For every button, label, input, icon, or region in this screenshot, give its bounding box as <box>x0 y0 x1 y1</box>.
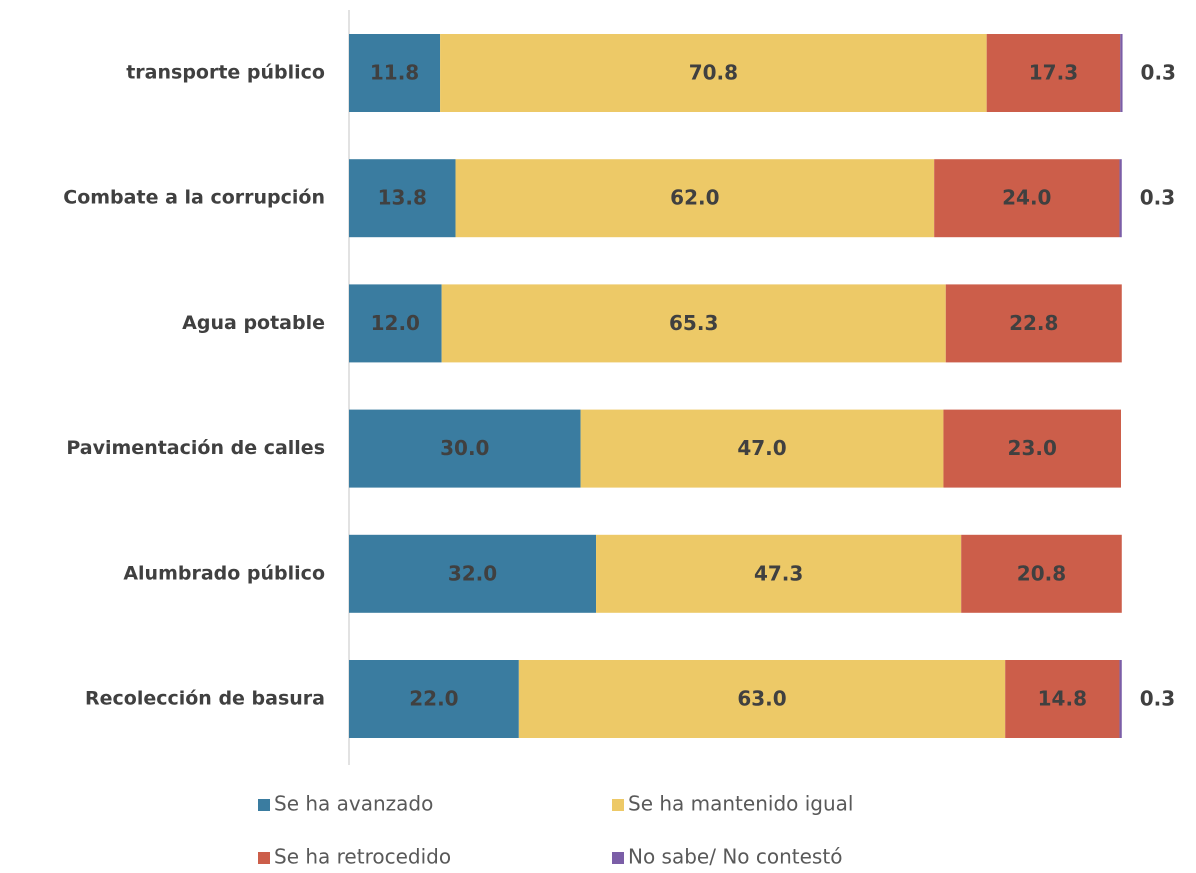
legend-swatch <box>258 852 270 864</box>
category-label: Combate a la corrupción <box>63 187 325 209</box>
legend-label: No sabe/ No contestó <box>628 845 842 869</box>
legend-swatch <box>612 799 624 811</box>
bar-segment <box>349 34 441 112</box>
category-label: Alumbrado público <box>123 562 325 584</box>
bar-segment <box>349 159 456 238</box>
category-label: Agua potable <box>182 312 325 334</box>
bar-segment <box>943 409 1121 488</box>
data-label: 23.0 <box>1008 436 1057 460</box>
legend-swatch <box>612 852 624 864</box>
data-label: 11.8 <box>370 61 419 85</box>
bar-segment <box>1120 34 1123 112</box>
data-label: 17.3 <box>1029 61 1078 85</box>
bar-segment <box>986 34 1121 112</box>
bar-segment <box>349 660 519 738</box>
data-label: 12.0 <box>371 311 420 335</box>
bar-segment <box>1119 159 1122 238</box>
bar-segment <box>518 660 1006 738</box>
data-label: 22.8 <box>1009 311 1058 335</box>
bar-segment <box>934 159 1120 238</box>
data-label: 65.3 <box>669 311 718 335</box>
bar-segment <box>455 159 935 238</box>
data-label: 22.0 <box>409 687 458 711</box>
data-label: 47.0 <box>737 436 786 460</box>
bar-segment <box>1005 660 1120 738</box>
data-label: 14.8 <box>1038 687 1087 711</box>
bar-segment <box>440 34 987 112</box>
bar-segment <box>349 534 597 613</box>
bar-segment <box>580 409 944 488</box>
data-label: 0.3 <box>1140 687 1175 711</box>
bar-segment <box>349 284 442 363</box>
data-label: 32.0 <box>448 561 497 585</box>
data-label: 63.0 <box>737 687 786 711</box>
bar-segment <box>441 284 946 363</box>
legend-swatch <box>258 799 270 811</box>
category-label: Pavimentación de calles <box>66 437 325 459</box>
data-label: 24.0 <box>1002 186 1051 210</box>
data-label: 30.0 <box>440 436 489 460</box>
data-label: 13.8 <box>378 186 427 210</box>
bar-segment <box>945 284 1122 363</box>
data-label: 70.8 <box>689 61 738 85</box>
data-label: 62.0 <box>670 186 719 210</box>
legend-label: Se ha retrocedido <box>274 845 451 869</box>
category-label: Recolección de basura <box>85 688 325 710</box>
legend-label: Se ha mantenido igual <box>628 792 853 816</box>
category-label: transporte público <box>126 62 325 84</box>
legend-label: Se ha avanzado <box>274 792 433 816</box>
data-label: 0.3 <box>1141 61 1176 85</box>
data-label: 20.8 <box>1017 561 1066 585</box>
bar-segment <box>961 534 1122 613</box>
bar-segment <box>349 409 581 488</box>
bar-segment <box>1119 660 1122 738</box>
data-label: 47.3 <box>754 561 803 585</box>
bar-segment <box>596 534 962 613</box>
data-label: 0.3 <box>1140 186 1175 210</box>
